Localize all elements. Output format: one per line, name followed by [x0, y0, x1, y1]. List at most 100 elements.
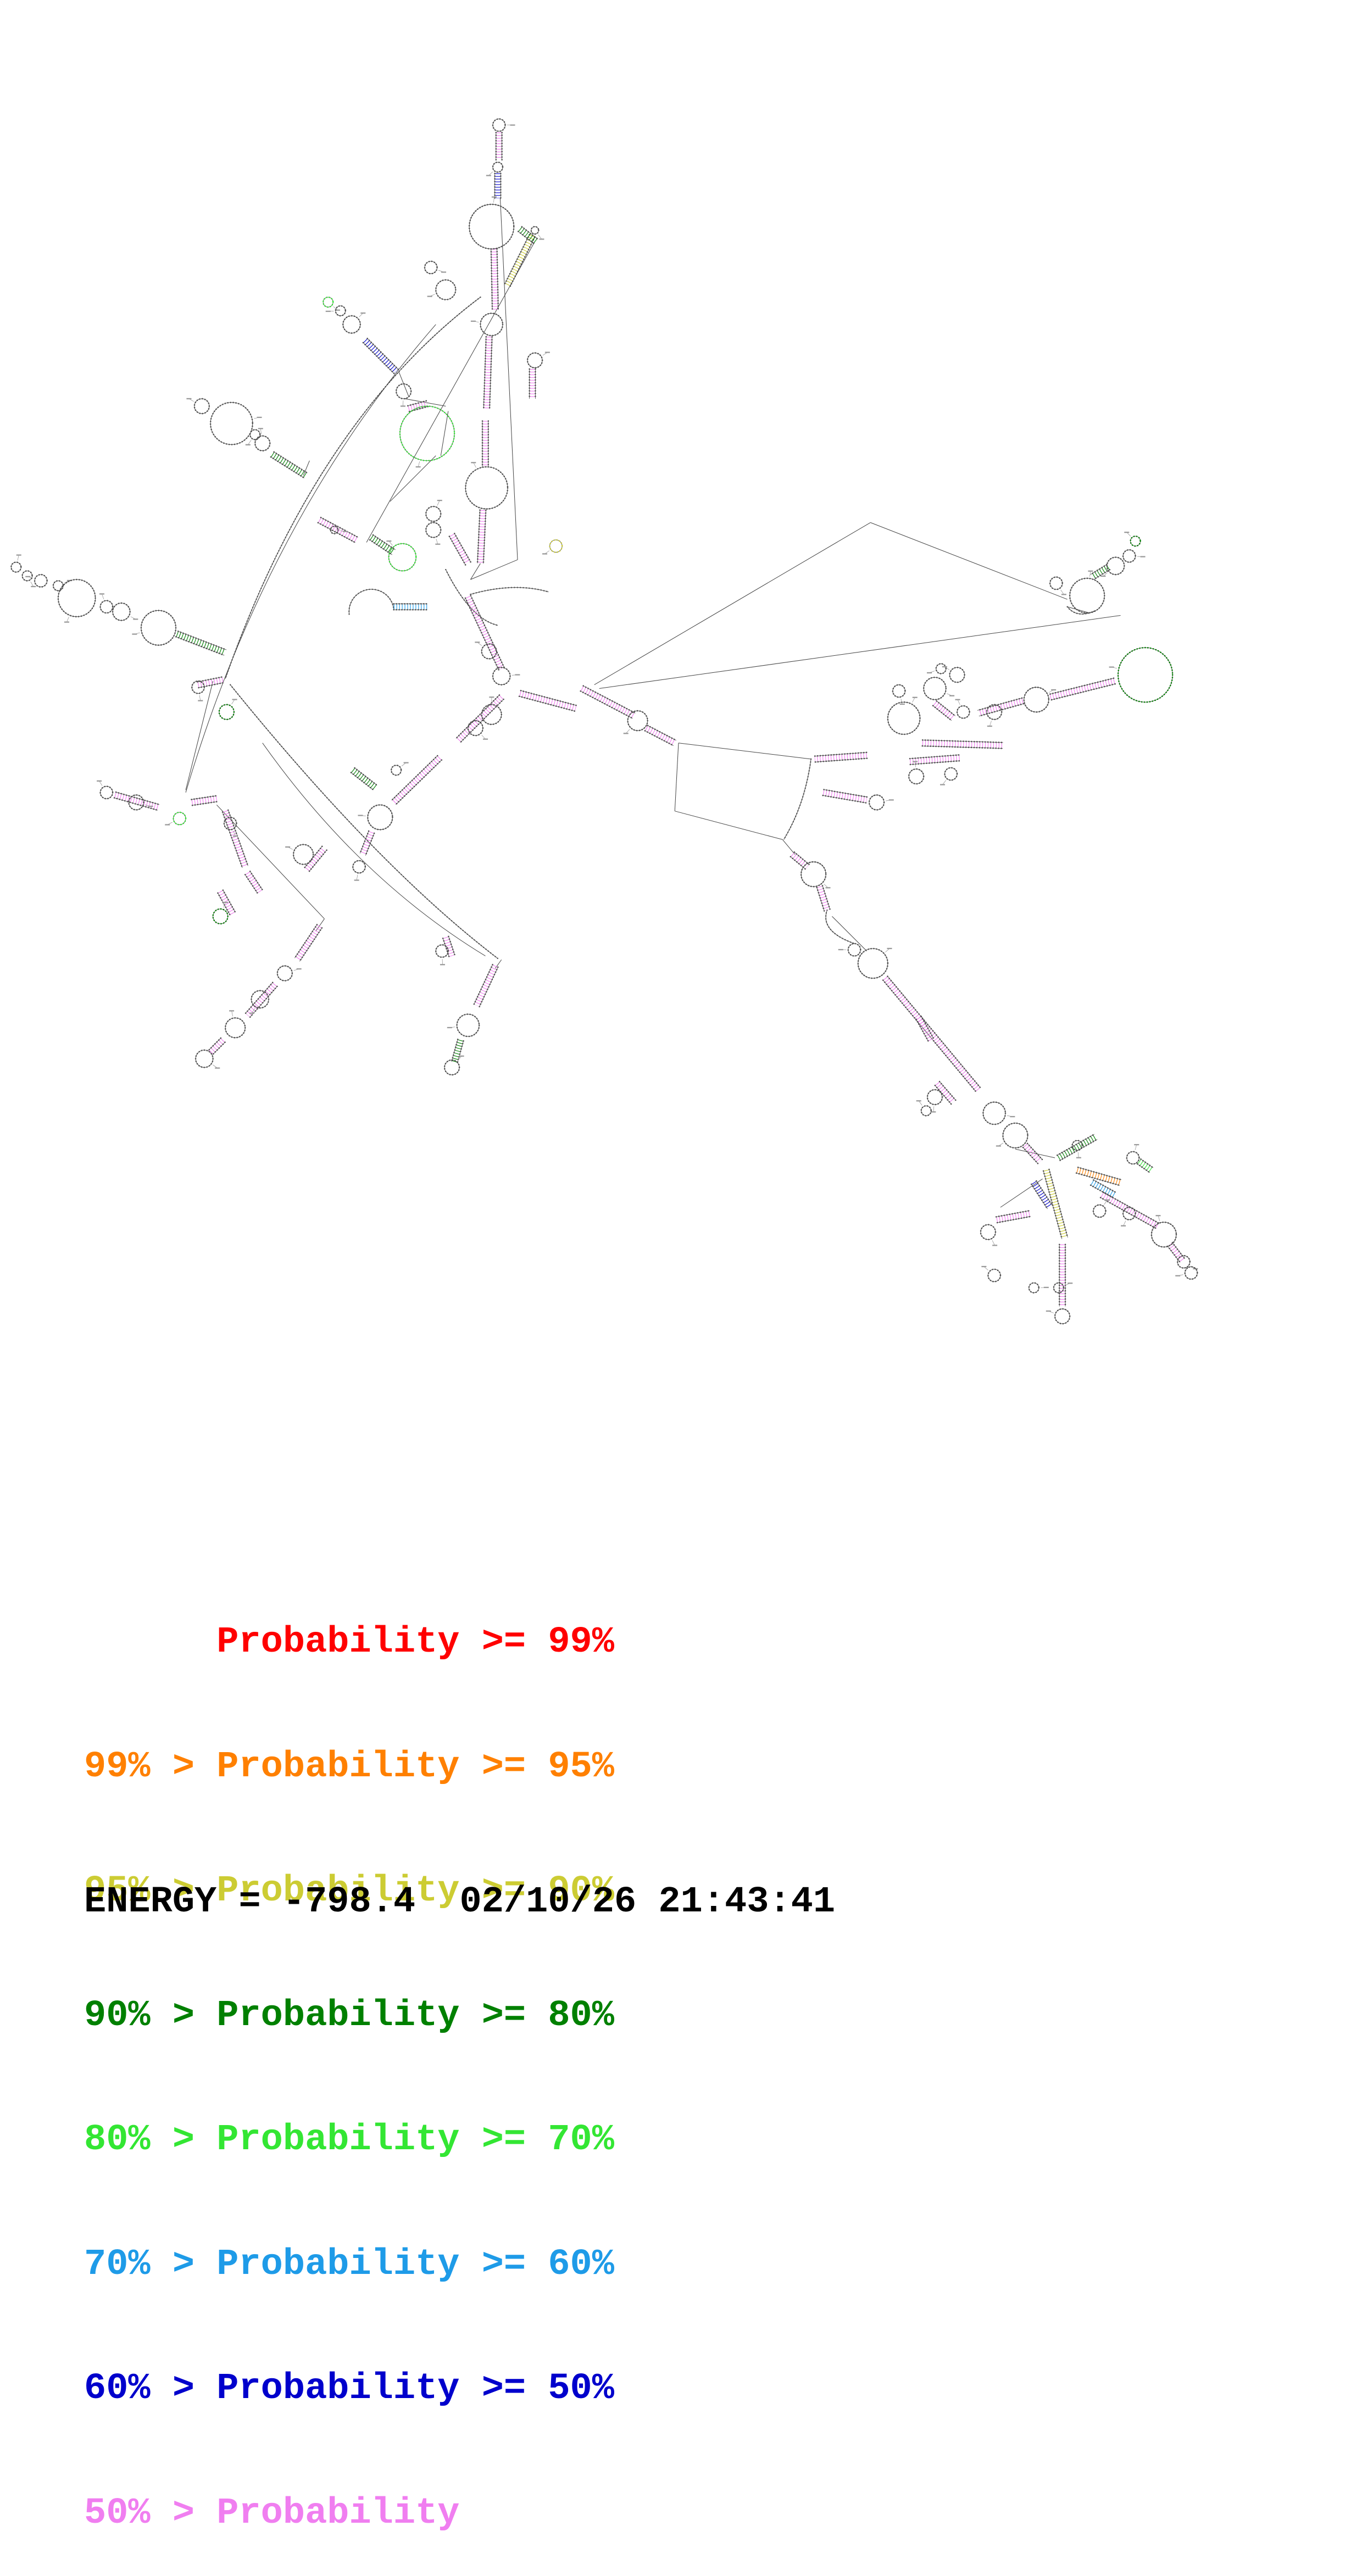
backbone-link — [500, 198, 518, 560]
hairpin-loop — [983, 1102, 1015, 1125]
nucleotide-beads — [1049, 1169, 1068, 1237]
index-label-mark — [545, 352, 550, 353]
base-pair-rungs — [494, 249, 495, 309]
hairpin-loop — [396, 384, 411, 407]
hairpin-loop — [1029, 1283, 1049, 1293]
index-label-mark — [133, 618, 138, 620]
backbone-link — [870, 522, 1067, 599]
helix-stem — [1091, 1180, 1116, 1197]
legend-entry-lt50: 50% > Probability — [84, 2493, 614, 2535]
index-label-mark — [1105, 1200, 1110, 1201]
index-label-mark — [249, 1013, 254, 1014]
index-label-mark — [99, 593, 104, 594]
hairpin-loop — [129, 795, 153, 810]
helix-stem — [996, 1211, 1031, 1223]
base-pair-rungs — [297, 926, 320, 960]
index-label-mark — [1076, 1157, 1081, 1158]
hairpin-loop — [165, 812, 186, 826]
index-label-mark — [940, 784, 945, 785]
hairpin-loop — [97, 780, 113, 799]
base-pair-rungs — [646, 728, 675, 743]
index-tick — [943, 780, 946, 785]
helix-stem — [271, 452, 308, 478]
backbone-link — [441, 411, 448, 455]
helix-stem — [505, 234, 535, 286]
hairpin-loop — [23, 571, 36, 587]
index-label-mark — [186, 398, 191, 399]
index-label-mark — [913, 697, 918, 698]
index-label-mark — [246, 444, 251, 445]
hairpin-loop — [447, 1014, 479, 1036]
helix-stem — [496, 132, 502, 160]
index-label-mark — [887, 948, 892, 949]
index-tick — [234, 831, 236, 836]
index-label-mark — [258, 428, 263, 429]
index-tick — [474, 462, 476, 467]
index-label-mark — [825, 887, 830, 888]
helix-stem — [518, 227, 538, 244]
index-label-mark — [416, 466, 421, 467]
single-strand-segment — [186, 325, 436, 793]
index-tick — [1135, 1145, 1137, 1150]
base-pair-rungs — [394, 758, 440, 802]
index-label-mark — [1141, 556, 1146, 557]
base-pair-rungs — [273, 454, 306, 475]
base-pair-rungs — [487, 337, 490, 409]
hairpin-loop — [838, 944, 861, 956]
index-label-mark — [198, 700, 203, 701]
hairpin-loop — [323, 297, 340, 311]
index-label-mark — [992, 1245, 997, 1246]
legend-entry-60-70: 70% > Probability >= 60% — [84, 2244, 614, 2286]
single-strand-segment — [225, 297, 480, 678]
index-label-mark — [510, 125, 515, 126]
single-strand-segment — [349, 589, 393, 614]
backbone-link — [1000, 1179, 1043, 1207]
helix-stem — [456, 695, 504, 743]
legend-entry-95-99: 99% > Probability >= 95% — [84, 1747, 614, 1788]
index-label-mark — [542, 553, 547, 554]
index-label-mark — [1044, 1287, 1049, 1288]
index-label-mark — [232, 699, 237, 700]
hairpin-loop — [531, 227, 544, 240]
nucleotide-beads — [1023, 1147, 1038, 1163]
base-pair-rungs — [885, 978, 978, 1090]
index-label-mark — [16, 554, 21, 555]
backbone-link — [186, 681, 213, 790]
index-label-mark — [927, 672, 932, 673]
index-label-mark — [31, 586, 36, 587]
index-label-mark — [913, 761, 918, 762]
backbone-link — [675, 743, 679, 811]
hairpin-loop — [1124, 532, 1140, 546]
index-label-mark — [1109, 666, 1114, 667]
hairpin-loop — [427, 280, 456, 300]
helix-stem — [452, 1039, 464, 1063]
index-tick — [1090, 571, 1091, 577]
helix-stem — [176, 631, 226, 655]
helix-stem — [1137, 1159, 1153, 1173]
index-label-mark — [25, 576, 30, 577]
hairpin-loop — [425, 261, 446, 274]
base-pair-rungs — [935, 704, 953, 718]
index-label-mark — [1046, 1311, 1051, 1312]
single-strand-segment — [826, 910, 854, 944]
index-label-mark — [539, 238, 544, 239]
base-pair-rungs — [1046, 1170, 1065, 1239]
hairpin-loop — [219, 699, 237, 719]
helix-stem — [1059, 1245, 1065, 1307]
hairpin-loop — [1046, 1309, 1070, 1324]
index-label-mark — [165, 824, 170, 825]
hairpin-loop — [893, 685, 905, 705]
nucleotide-beads — [648, 726, 676, 740]
base-pair-rungs — [582, 689, 634, 716]
index-label-mark — [483, 739, 488, 740]
index-tick — [248, 440, 251, 444]
hairpin-loop — [249, 991, 269, 1014]
index-tick — [933, 1106, 934, 1112]
loop-backbone — [343, 316, 360, 333]
index-label-mark — [1155, 1215, 1160, 1216]
index-tick — [18, 555, 19, 561]
index-label-mark — [889, 799, 894, 800]
helix-stem — [294, 924, 322, 961]
index-label-mark — [358, 815, 363, 816]
base-pair-rungs — [1025, 1145, 1040, 1161]
